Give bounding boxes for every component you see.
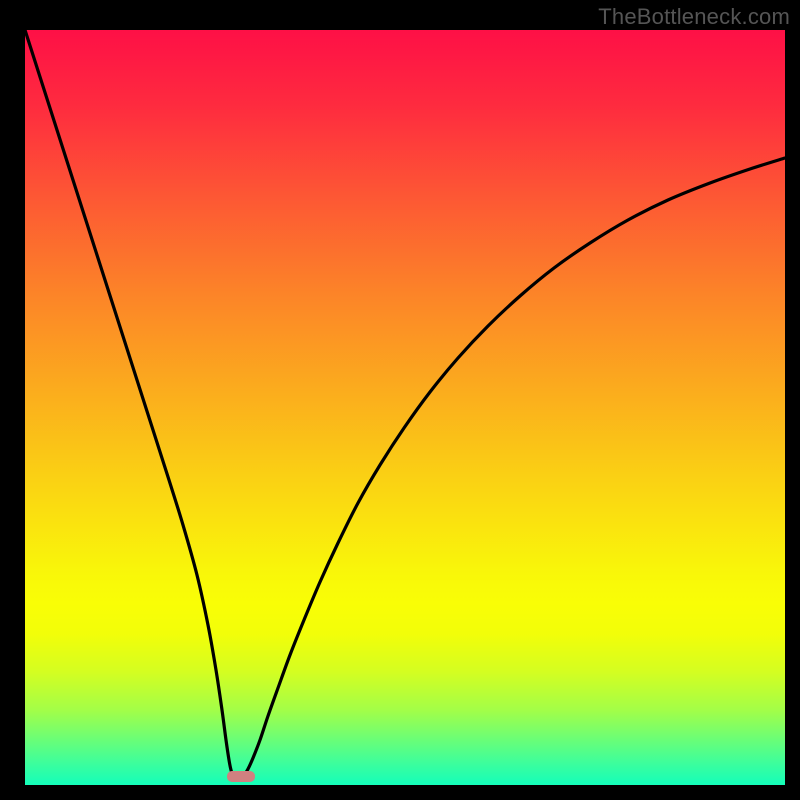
plot-background xyxy=(25,30,785,785)
chart-border xyxy=(0,785,800,800)
chart-border xyxy=(0,0,25,800)
watermark-text: TheBottleneck.com xyxy=(598,4,790,30)
bottleneck-curve-chart xyxy=(0,0,800,800)
valley-marker xyxy=(227,771,255,782)
chart-border xyxy=(785,0,800,800)
chart-container: TheBottleneck.com xyxy=(0,0,800,800)
